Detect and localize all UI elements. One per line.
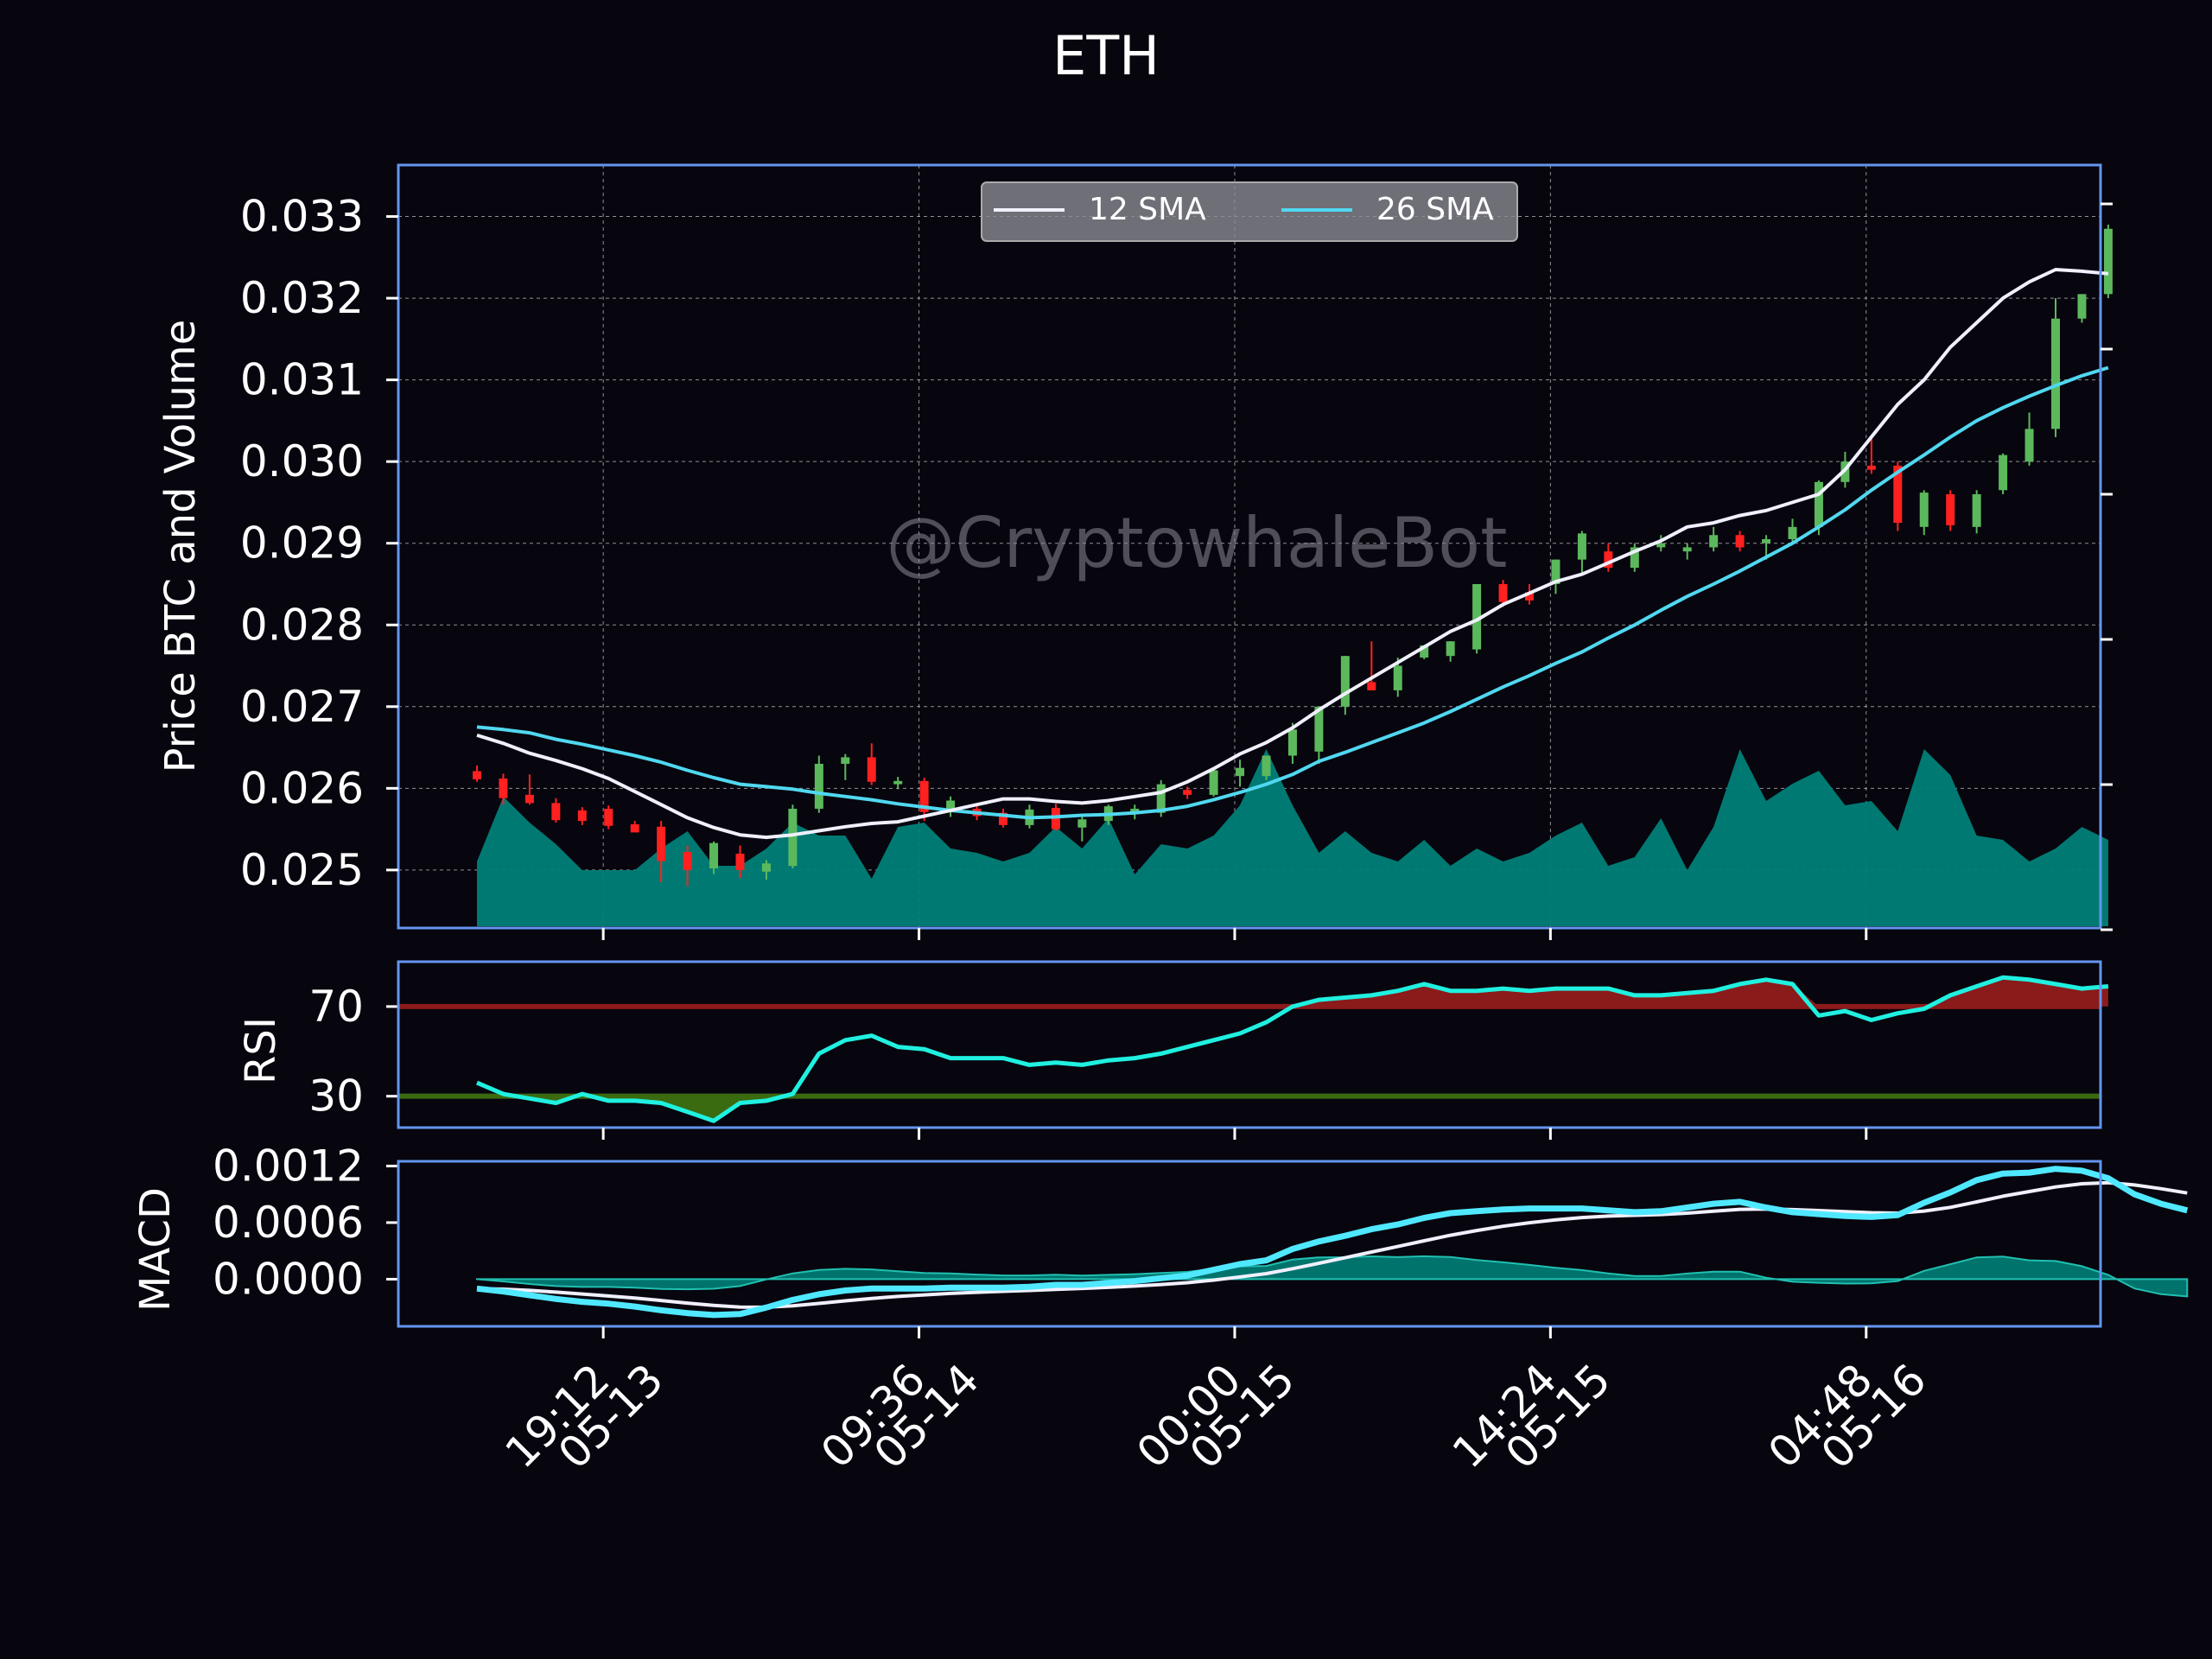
candle-body <box>893 780 903 785</box>
rsi-tick-label: 30 <box>308 1071 364 1122</box>
candle-body <box>630 823 639 833</box>
candle-body <box>814 763 823 809</box>
price-y-axis: 0.033 0.032 0.031 0.030 0.029 0.028 0.027 0.026… <box>240 192 2113 931</box>
macd-tick-label: 0.0000 <box>213 1254 364 1304</box>
price-tick-label: 0.030 <box>240 436 364 486</box>
candle-body <box>1236 767 1245 777</box>
candle-body <box>1893 465 1903 524</box>
candle-body <box>2103 228 2113 295</box>
volume-area <box>477 749 2108 926</box>
price-tick-label: 0.031 <box>240 355 364 405</box>
price-panel-frame <box>397 163 2102 930</box>
candle-body <box>473 771 481 779</box>
macd-line <box>476 1166 2189 1319</box>
candle-body <box>1130 808 1140 813</box>
rsi-panel-frame <box>397 960 2102 1129</box>
candle-body <box>1814 481 1823 527</box>
candle-body <box>1946 493 1955 525</box>
legend: 12 SMA 26 SMA <box>981 181 1518 242</box>
rsi-line <box>476 975 2109 1123</box>
sma26-line <box>476 365 2109 820</box>
candle-body <box>1393 665 1402 690</box>
candle-body <box>1788 526 1797 539</box>
sma12-line <box>476 268 2109 840</box>
candle-body <box>919 780 929 812</box>
price-tick-label: 0.025 <box>240 845 364 895</box>
candle-body <box>577 810 587 822</box>
candle-body <box>1209 770 1218 795</box>
candle-body <box>2024 429 2034 462</box>
candle-body <box>2051 318 2060 429</box>
candle-body <box>1287 729 1297 756</box>
candle-body <box>551 803 561 821</box>
candle-body <box>657 826 666 861</box>
price-tick-label: 0.029 <box>240 518 364 569</box>
candle-body <box>946 800 956 810</box>
macd-ylabel: MACD <box>131 1187 180 1312</box>
candle-body <box>1525 592 1534 601</box>
candle-body <box>1551 559 1560 584</box>
candle-body <box>999 812 1007 825</box>
legend-sma26-label: 26 SMA <box>1376 192 1494 227</box>
candle-body <box>1340 656 1350 707</box>
candle-body <box>1866 465 1876 470</box>
candle-body <box>1972 493 1981 527</box>
legend-box <box>981 181 1518 242</box>
candle-body <box>2077 294 2087 319</box>
candle-body <box>1183 790 1192 795</box>
candle-body <box>1367 682 1376 690</box>
rsi-ylabel: RSI <box>237 1017 285 1084</box>
candle-body <box>788 808 798 867</box>
rsi-overbought-fill <box>477 977 2108 1007</box>
candle-body <box>604 808 613 826</box>
candle-body <box>1472 583 1482 650</box>
macd-panel-frame <box>397 1160 2102 1328</box>
rsi-panel: 70 30 <box>308 975 2109 1123</box>
candle-body <box>1262 755 1271 777</box>
macd-tick-label: 0.0006 <box>213 1198 364 1248</box>
candle-body <box>735 853 745 870</box>
candle-body <box>841 757 850 764</box>
price-tick-label: 0.027 <box>240 682 364 732</box>
candle-body <box>524 794 534 804</box>
candle-body <box>1682 547 1692 552</box>
candle-body <box>1709 535 1719 548</box>
candle-body <box>1630 547 1639 569</box>
legend-sma12-label: 12 SMA <box>1089 192 1206 227</box>
candle-body <box>1498 583 1508 602</box>
rsi-tick-label: 70 <box>308 982 364 1032</box>
price-tick-label: 0.028 <box>240 600 364 650</box>
candle-body <box>1656 543 1666 548</box>
candle-body <box>1577 533 1586 560</box>
watermark: @CryptowhaleBot <box>887 503 1508 583</box>
macd-tick-label: 0.0012 <box>213 1141 364 1191</box>
candle-body <box>1156 784 1166 813</box>
price-tick-label: 0.026 <box>240 763 364 813</box>
macd-panel: 0.0012 0.0006 0.0000 <box>213 1141 2189 1319</box>
candle-body <box>761 863 771 872</box>
candle-body <box>1735 535 1745 548</box>
candle-body <box>1999 454 2008 491</box>
volume-area-path <box>477 749 2108 926</box>
sma-lines <box>476 268 2109 840</box>
candle-body <box>867 757 876 782</box>
price-tick-label: 0.033 <box>240 192 364 242</box>
candle-body <box>1604 551 1613 569</box>
candle-body <box>683 852 692 870</box>
candle-body <box>709 842 719 868</box>
candle-body <box>1314 706 1324 752</box>
candle-body <box>1919 493 1929 527</box>
candle-body <box>1446 641 1455 657</box>
candle-body <box>1077 819 1087 828</box>
price-tick-label: 0.032 <box>240 273 364 323</box>
candle-body <box>499 778 508 798</box>
candle-body <box>1762 538 1771 543</box>
price-ylabel: Price BTC and Volume <box>156 320 205 773</box>
chart-title: ETH <box>1052 24 1160 87</box>
candle-body <box>1420 645 1429 658</box>
